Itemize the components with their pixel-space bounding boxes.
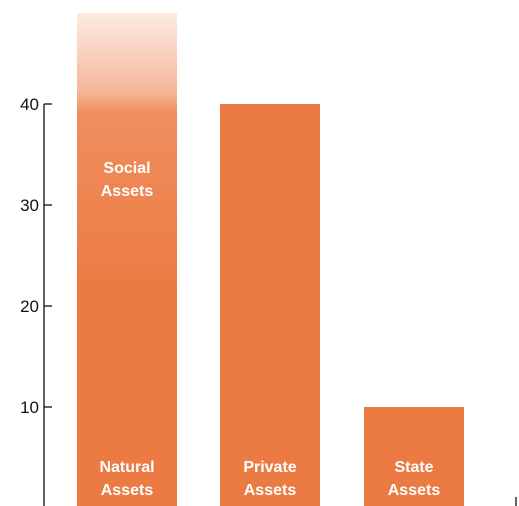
bar-3 <box>364 407 464 506</box>
bar-3-label-1-line-1: State <box>394 459 433 476</box>
y-tick-label-20: 20 <box>20 297 39 316</box>
bar-2 <box>220 104 320 506</box>
bar-1-label-1-line-2: Assets <box>101 482 154 499</box>
bar-1-label-2-line-2: Assets <box>101 183 154 200</box>
bars <box>77 13 464 506</box>
bar-labels: Natural Assets Social Assets Private Assets St… <box>99 160 440 499</box>
y-tick-label-30: 30 <box>20 196 39 215</box>
bar-1-label-2-line-1: Social <box>103 160 150 177</box>
bar-1-label-1-line-1: Natural <box>99 459 154 476</box>
bar-2-label-1-line-1: Private <box>243 459 296 476</box>
y-tick-label-40: 40 <box>20 95 39 114</box>
bar-1 <box>77 13 177 506</box>
bar-3-label-1-line-2: Assets <box>388 482 441 499</box>
y-axis: 10 20 30 40 <box>20 95 517 506</box>
bar-2-label-1-line-2: Assets <box>244 482 297 499</box>
y-tick-label-10: 10 <box>20 398 39 417</box>
